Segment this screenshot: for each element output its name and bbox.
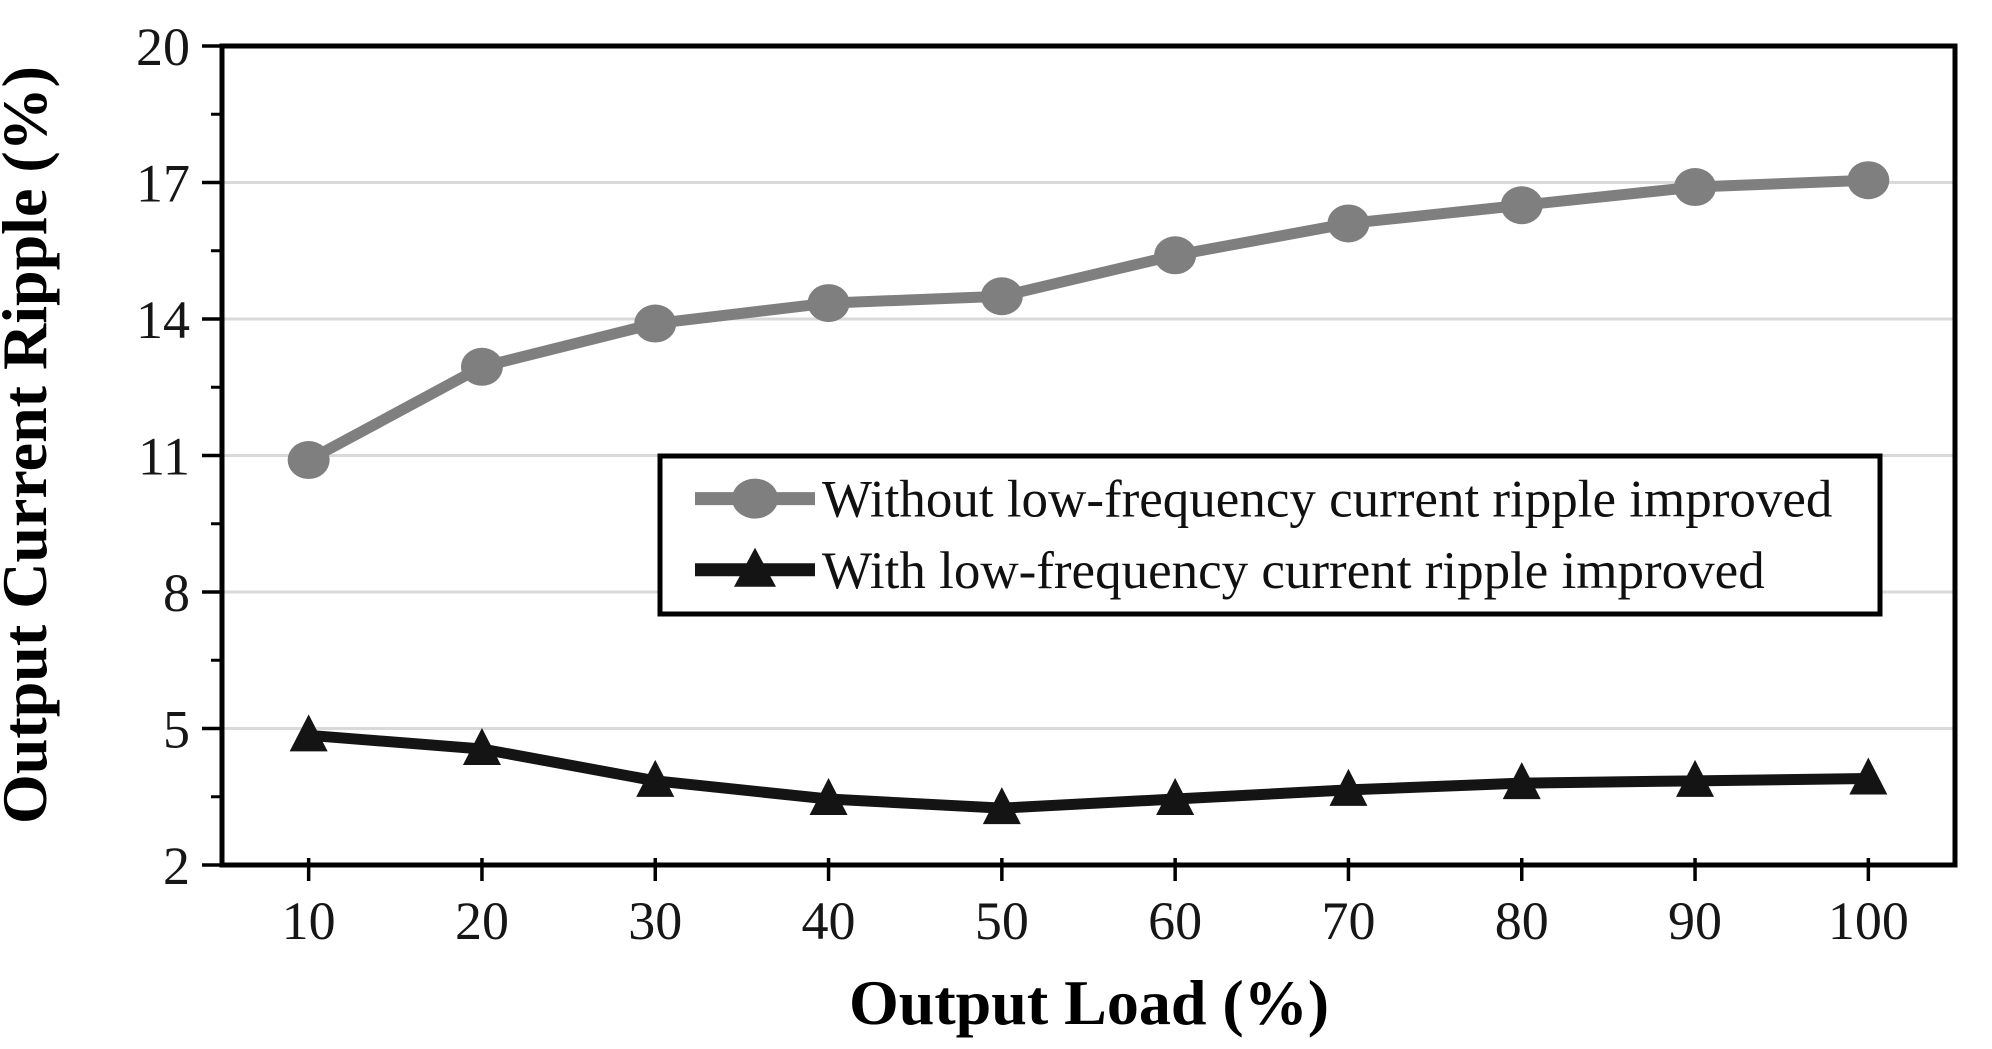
- x-axis-tick-label: 50: [975, 891, 1029, 951]
- series-without-improvement: [287, 161, 1890, 480]
- legend-item: With low-frequency current ripple improv…: [695, 542, 1765, 600]
- legend-item-label: Without low-frequency current ripple imp…: [822, 471, 1832, 529]
- data-point-marker: [1674, 168, 1717, 207]
- data-point-marker: [289, 714, 328, 752]
- y-axis-tick-label: 17: [136, 154, 190, 214]
- data-point-marker: [1329, 768, 1368, 806]
- legend-item: Without low-frequency current ripple imp…: [695, 471, 1832, 529]
- x-axis-tick-label: 40: [802, 891, 856, 951]
- series-with-improvement: [289, 714, 1888, 825]
- y-axis-tick-label: 11: [138, 427, 190, 487]
- y-axis-tick-label: 5: [163, 700, 190, 760]
- legend-item-label: With low-frequency current ripple improv…: [822, 542, 1765, 600]
- x-axis-tick-label: 100: [1828, 891, 1909, 951]
- data-point-marker: [982, 787, 1021, 825]
- y-axis-tick-label: 8: [163, 563, 190, 623]
- data-point-marker: [634, 304, 677, 343]
- legend-triangle-marker-icon: [734, 547, 776, 587]
- data-point-marker: [980, 277, 1023, 316]
- data-point-marker: [462, 727, 501, 765]
- x-axis-tick-label: 60: [1148, 891, 1202, 951]
- x-axis-tick-label: 80: [1495, 891, 1549, 951]
- y-axis-tick-label: 14: [136, 290, 190, 350]
- data-point-marker: [287, 441, 330, 480]
- plot-area: 2 5 8 11 14 17 20 10 20 30 40 50 60 70 80 90 100 Without …: [136, 17, 1958, 951]
- x-axis-title: Output Load (%): [849, 967, 1329, 1038]
- data-point-marker: [1327, 204, 1370, 243]
- data-point-marker: [1847, 161, 1890, 200]
- y-axis-tick-label: 2: [163, 836, 190, 896]
- data-point-marker: [1849, 757, 1888, 795]
- y-axis-tick-label: 20: [136, 17, 190, 77]
- legend: Without low-frequency current ripple imp…: [657, 453, 1883, 617]
- data-point-marker: [809, 778, 848, 816]
- data-point-marker: [1676, 759, 1715, 797]
- x-axis-tick-label: 70: [1321, 891, 1375, 951]
- series-line: [303, 729, 1874, 814]
- x-axis-tick-label: 20: [455, 891, 509, 951]
- x-axis-tick-label: 90: [1668, 891, 1722, 951]
- y-axis-title: Output Current Ripple (%): [0, 66, 60, 824]
- x-axis-tick-label: 30: [628, 891, 682, 951]
- x-axis-tick-label: 10: [282, 891, 336, 951]
- data-point-marker: [1156, 778, 1195, 816]
- data-point-marker: [460, 347, 503, 386]
- legend-circle-marker-icon: [732, 478, 778, 519]
- data-point-marker: [807, 284, 850, 323]
- data-point-marker: [1500, 186, 1543, 225]
- series-line: [303, 174, 1874, 466]
- data-point-marker: [1154, 236, 1197, 275]
- legend-box: [657, 453, 1883, 617]
- data-point-marker: [1502, 762, 1541, 800]
- data-point-marker: [636, 759, 675, 797]
